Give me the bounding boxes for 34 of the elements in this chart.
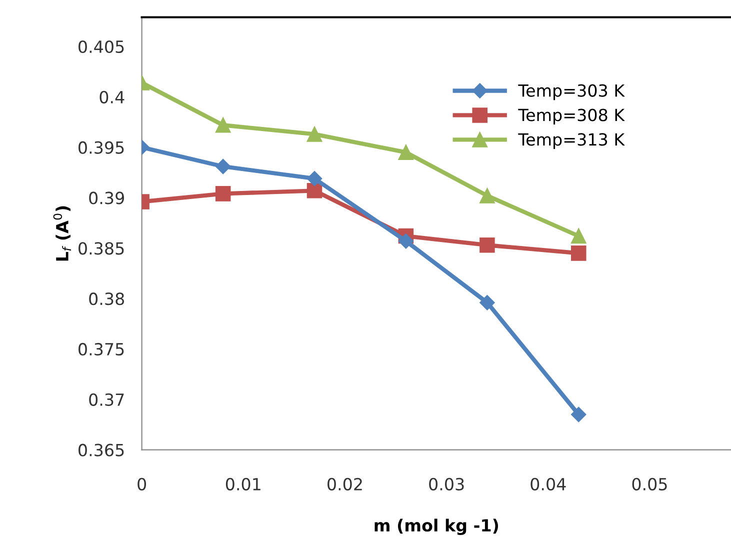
- y-tick-label: 0.395: [78, 141, 124, 154]
- point: [480, 295, 495, 310]
- legend-label: Temp=303 K: [518, 84, 625, 100]
- point: [570, 228, 586, 244]
- x-tick-label: 0.04: [530, 478, 566, 490]
- y-tick-label: 0.365: [78, 444, 124, 456]
- x-tick-label: 0.05: [632, 478, 667, 490]
- point: [215, 117, 231, 133]
- point: [571, 406, 586, 422]
- point: [215, 186, 231, 202]
- x-tick-label: 0: [138, 478, 146, 490]
- y-tick-label: 0.385: [78, 242, 124, 255]
- legend-label: Temp=308 K: [518, 108, 625, 125]
- x-tick-label: 0.01: [226, 478, 260, 490]
- point: [306, 126, 322, 142]
- legend-label: Temp=313 K: [518, 133, 625, 149]
- x-tick-label: 0.02: [328, 478, 362, 490]
- y-tick-label: 0.375: [78, 342, 124, 356]
- point: [398, 144, 414, 160]
- x-axis-title: m (mol kg -1): [374, 518, 498, 535]
- point: [216, 158, 231, 174]
- y-tick-label: 0.39: [89, 192, 124, 204]
- y-tick-label: 0.38: [89, 292, 124, 306]
- y-tick-label: 0.405: [78, 40, 124, 54]
- point: [398, 234, 414, 249]
- point: [306, 170, 322, 186]
- point: [480, 188, 495, 204]
- y-tick-label: 0.4: [100, 90, 124, 104]
- point: [306, 183, 322, 198]
- x-tick-label: 0.03: [429, 478, 464, 490]
- point: [480, 237, 495, 253]
- point: [570, 246, 586, 261]
- y-tick-label: 0.37: [89, 393, 124, 406]
- y-axis-title: L$_{f}$ (A$^{0}$): [53, 206, 72, 261]
